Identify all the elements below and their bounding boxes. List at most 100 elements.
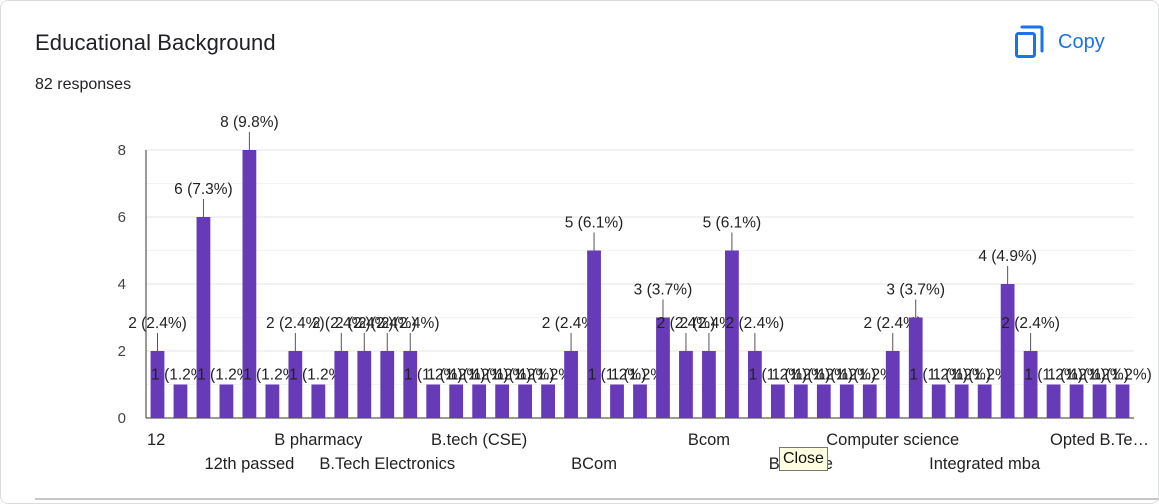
data-label: 1 (1.2%): [404, 367, 463, 384]
bar: [1115, 384, 1130, 418]
x-tick-label: Opted B.Te…: [1050, 431, 1149, 449]
data-label: 1 (1.2%): [427, 367, 486, 384]
bar: [1092, 384, 1107, 418]
bar: [633, 384, 647, 418]
bar: [311, 384, 326, 418]
x-tick-label: BCom: [571, 455, 617, 473]
bar: [862, 384, 877, 418]
bar: [380, 351, 395, 418]
data-label: 5 (6.1%): [703, 215, 762, 232]
bar: [449, 384, 464, 418]
bar: [357, 351, 372, 418]
data-label: 2 (2.4%): [726, 315, 785, 332]
bar: [541, 384, 555, 418]
data-label: 1 (1.2%): [817, 367, 876, 384]
bar: [931, 384, 946, 418]
data-label: 1 (1.2%): [1093, 367, 1152, 384]
tooltip: Close: [779, 447, 828, 471]
bar: [1023, 351, 1038, 418]
data-label: 2 (2.4%): [358, 315, 417, 332]
bar: [656, 317, 670, 418]
bar: [265, 384, 280, 418]
data-label: 1 (1.2%): [909, 367, 968, 384]
data-label: 2 (2.4%): [335, 315, 394, 332]
response-count: 82 responses: [35, 76, 132, 93]
data-label: 2 (2.4%): [381, 315, 440, 332]
bar: [1046, 384, 1061, 418]
y-tick-label: 8: [118, 142, 126, 159]
x-tick-label: Computer science: [826, 431, 959, 449]
bar: [564, 351, 578, 418]
data-label: 1 (1.2%): [840, 367, 899, 384]
bar: [426, 384, 441, 418]
x-tick-label: Bcom: [688, 431, 730, 449]
data-label: 1 (1.2%): [932, 367, 991, 384]
bar: [242, 150, 257, 418]
data-label: 6 (7.3%): [174, 181, 233, 198]
bar: [219, 384, 234, 418]
copy-button[interactable]: Copy: [1008, 22, 1111, 62]
data-label: 1 (1.2%): [795, 367, 854, 384]
data-label: 2 (2.4%): [542, 315, 601, 332]
data-label: 1 (1.2%): [1024, 367, 1083, 384]
bar: [1069, 384, 1084, 418]
data-label: 5 (6.1%): [565, 215, 624, 232]
data-label: 2 (2.4%): [266, 315, 325, 332]
data-label: 2 (2.4%): [657, 315, 716, 332]
bar: [954, 384, 969, 418]
data-label: 1 (1.2%): [289, 367, 348, 384]
bar: [196, 217, 211, 418]
data-label: 1 (1.2%): [611, 367, 670, 384]
bar: [587, 250, 601, 418]
bar: [908, 317, 923, 418]
bar: [977, 384, 992, 418]
data-label: 3 (3.7%): [886, 282, 945, 299]
x-tick-label: 12: [147, 431, 165, 449]
data-label: 2 (2.4%): [312, 315, 371, 332]
bar: [173, 384, 188, 418]
data-label: 1 (1.2%): [1070, 367, 1129, 384]
x-tick-label: B pharmacy: [274, 431, 363, 449]
data-label: 4 (4.9%): [978, 248, 1037, 265]
copy-icon: [1015, 25, 1044, 58]
bar: [403, 351, 418, 418]
divider: [35, 498, 1159, 500]
x-tick-label: B.Tech Electronics: [319, 455, 455, 473]
bar: [816, 384, 831, 418]
data-label: 2 (2.4%): [863, 315, 922, 332]
bar: [702, 351, 716, 418]
y-tick-label: 2: [118, 343, 126, 360]
data-label: 1 (1.2%): [243, 367, 302, 384]
x-tick-label: 12th passed: [204, 455, 294, 473]
bar: [1000, 284, 1015, 418]
bar: [793, 384, 808, 418]
bar: [725, 250, 739, 418]
copy-label: Copy: [1058, 30, 1105, 53]
chart-title: Educational Background: [35, 30, 276, 55]
bar: [518, 384, 533, 418]
data-label: 1 (1.2%): [588, 367, 647, 384]
y-tick-label: 6: [118, 209, 126, 226]
data-label: 2 (2.4%): [1001, 315, 1060, 332]
bar: [288, 351, 303, 418]
x-tick-label: Integrated mba: [929, 455, 1041, 473]
data-label: 1 (1.2%): [151, 367, 210, 384]
bar: [495, 384, 510, 418]
data-label: 3 (3.7%): [634, 282, 693, 299]
bar: [472, 384, 487, 418]
data-label: 1 (1.2%): [197, 367, 256, 384]
data-label: 1 (1.2%): [772, 367, 831, 384]
data-label: 1 (1.2%): [450, 367, 509, 384]
data-label: 1 (1.2%): [749, 367, 808, 384]
bar: [150, 351, 165, 418]
y-tick-label: 0: [118, 410, 126, 427]
data-label: 1 (1.2%): [955, 367, 1014, 384]
y-tick-label: 4: [118, 276, 126, 293]
bar: [747, 351, 762, 418]
data-label: 1 (1.2%): [496, 367, 555, 384]
data-label: 1 (1.2%): [1047, 367, 1106, 384]
bar: [334, 351, 349, 418]
bar: [885, 351, 900, 418]
